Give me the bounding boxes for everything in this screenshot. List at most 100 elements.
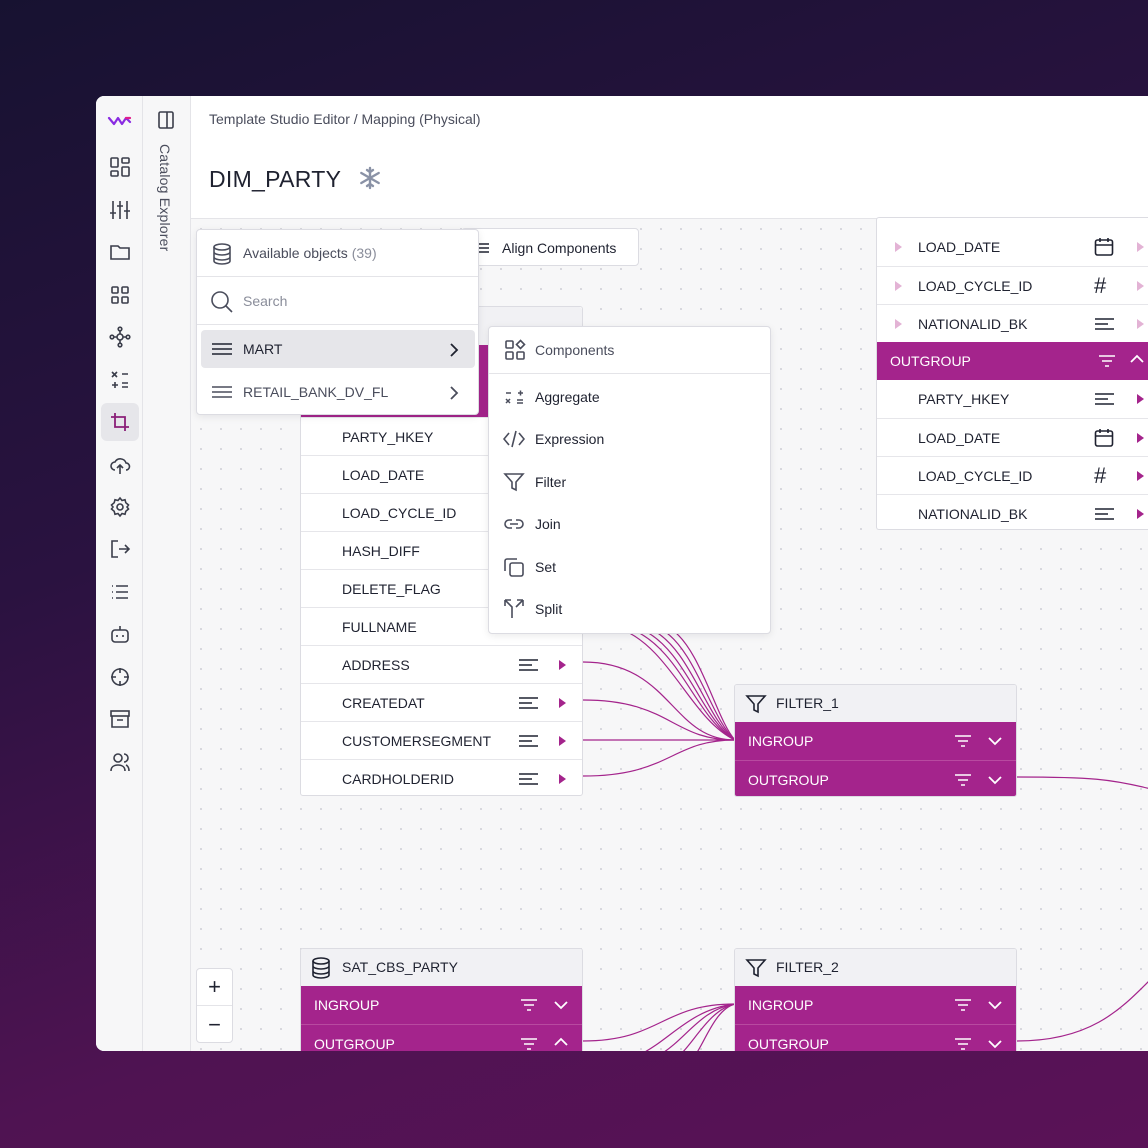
right-table[interactable]: LOAD_DATE LOAD_CYCLE_ID # NATIONALID_BK	[876, 217, 1148, 530]
table-row[interactable]: LOAD_DATE	[301, 455, 582, 493]
align-components-button[interactable]: Align Components	[461, 228, 639, 266]
chevron-right-icon[interactable]	[449, 342, 459, 358]
ingroup-row[interactable]: INGROUP	[301, 986, 582, 1024]
catalog-explorer-label[interactable]: Catalog Explorer	[157, 144, 173, 252]
filter-lines-icon[interactable]	[955, 735, 971, 747]
calculator-icon[interactable]	[101, 361, 139, 399]
table-row[interactable]: CREATEDAT	[301, 683, 582, 721]
available-objects-header[interactable]: Available objects (39)	[197, 230, 478, 277]
folder-icon[interactable]	[101, 233, 139, 271]
table-row[interactable]: PARTY_HKEY	[877, 380, 1148, 418]
users-icon[interactable]	[101, 743, 139, 781]
zoom-in-button[interactable]: +	[197, 969, 232, 1006]
filter-2-node[interactable]: FILTER_2 INGROUP OUTGROUP	[734, 948, 1017, 1051]
port-arrow-icon[interactable]	[559, 774, 566, 784]
filter-lines-icon[interactable]	[955, 999, 971, 1011]
catalog-explorer-strip[interactable]: Catalog Explorer	[143, 96, 191, 1051]
filter-lines-icon[interactable]	[521, 1038, 537, 1050]
table-row[interactable]: CARDHOLDERID	[301, 759, 582, 797]
menu-item-aggregate[interactable]: Aggregate	[489, 376, 770, 418]
settings-icon[interactable]	[101, 488, 139, 526]
chevron-right-icon[interactable]	[449, 385, 459, 401]
sat-table-header[interactable]: SAT_CBS_PARTY	[301, 949, 582, 986]
menu-item-expression[interactable]: Expression	[489, 418, 770, 460]
chevron-down-icon[interactable]	[988, 1039, 1002, 1049]
port-arrow-icon[interactable]	[559, 660, 566, 670]
crop-icon[interactable]	[101, 403, 139, 441]
filter-lines-icon[interactable]	[955, 774, 971, 786]
archive-icon[interactable]	[101, 700, 139, 738]
breadcrumb[interactable]: Template Studio Editor / Mapping (Physic…	[209, 111, 481, 127]
components-menu[interactable]: Components Aggregate Expression Filter J…	[488, 326, 771, 634]
object-item-retail-bank[interactable]: RETAIL_BANK_DV_FL	[201, 373, 475, 411]
snowflake-icon	[358, 166, 382, 196]
object-item-mart[interactable]: MART	[201, 330, 475, 368]
filter-lines-icon[interactable]	[955, 1038, 971, 1050]
chevron-down-icon[interactable]	[988, 775, 1002, 785]
export-icon[interactable]	[101, 530, 139, 568]
filter-2-header[interactable]: FILTER_2	[735, 949, 1016, 986]
port-arrow-icon[interactable]	[1137, 394, 1144, 404]
main-area: Template Studio Editor / Mapping (Physic…	[191, 96, 1148, 1051]
outgroup-row[interactable]: OUTGROUP	[735, 1024, 1016, 1051]
table-row[interactable]: LOAD_DATE	[877, 418, 1148, 456]
outgroup-row[interactable]: OUTGROUP	[877, 342, 1148, 380]
table-row[interactable]: LOAD_CYCLE_ID	[301, 493, 582, 531]
port-arrow-icon[interactable]	[1137, 281, 1144, 291]
table-row[interactable]: FULLNAME	[301, 607, 582, 645]
zoom-out-button[interactable]: −	[208, 1011, 221, 1037]
network-icon[interactable]	[101, 318, 139, 356]
port-arrow-icon[interactable]	[1137, 319, 1144, 329]
port-arrow-icon[interactable]	[1137, 509, 1144, 519]
table-row[interactable]: HASH_DIFF	[301, 531, 582, 569]
filter-1-node[interactable]: FILTER_1 INGROUP OUTGROUP	[734, 684, 1017, 797]
filter-lines-icon[interactable]	[521, 999, 537, 1011]
filter-1-header[interactable]: FILTER_1	[735, 685, 1016, 722]
port-arrow-icon[interactable]	[559, 698, 566, 708]
table-row[interactable]: NATIONALID_BK	[877, 304, 1148, 342]
table-row[interactable]: LOAD_DATE	[877, 228, 1148, 266]
outgroup-row[interactable]: OUTGROUP	[301, 1024, 582, 1051]
menu-item-join[interactable]: Join	[489, 503, 770, 545]
chevron-up-icon[interactable]	[554, 1037, 568, 1047]
table-row[interactable]: LOAD_CYCLE_ID #	[877, 456, 1148, 494]
table-row[interactable]: PARTY_HKEY	[301, 417, 582, 455]
table-row[interactable]: ADDRESS	[301, 645, 582, 683]
search-box[interactable]: Search	[197, 277, 478, 325]
table-row[interactable]: CUSTOMERSEGMENT	[301, 721, 582, 759]
port-arrow-icon[interactable]	[1137, 242, 1144, 252]
robot-icon[interactable]	[101, 615, 139, 653]
grid-icon[interactable]	[101, 276, 139, 314]
target-icon[interactable]	[101, 658, 139, 696]
mapping-canvas[interactable]: Align Components PARTY_HKEY LOAD_DATE LO…	[191, 217, 1148, 1051]
sliders-icon[interactable]	[101, 191, 139, 229]
panel-toggle-icon[interactable]	[157, 110, 175, 135]
cloud-upload-icon[interactable]	[101, 446, 139, 484]
table-row[interactable]: LOAD_CYCLE_ID #	[877, 266, 1148, 304]
chevron-down-icon[interactable]	[988, 1000, 1002, 1010]
expand-arrow-icon[interactable]	[895, 242, 902, 252]
available-objects-panel[interactable]: Available objects (39) Search MART RETAI…	[196, 229, 479, 415]
expand-arrow-icon[interactable]	[895, 281, 902, 291]
brand-logo[interactable]	[101, 102, 139, 140]
list-icon[interactable]	[101, 573, 139, 611]
port-arrow-icon[interactable]	[1137, 433, 1144, 443]
search-input[interactable]: Search	[243, 293, 288, 309]
ingroup-row[interactable]: INGROUP	[735, 722, 1016, 760]
filter-lines-icon[interactable]	[1099, 355, 1115, 367]
chevron-up-icon[interactable]	[1130, 354, 1144, 364]
menu-item-filter[interactable]: Filter	[489, 461, 770, 503]
port-arrow-icon[interactable]	[1137, 471, 1144, 481]
dashboard-icon[interactable]	[101, 148, 139, 186]
expand-arrow-icon[interactable]	[895, 319, 902, 329]
sat-cbs-party-node[interactable]: SAT_CBS_PARTY INGROUP OUTGROUP	[300, 948, 583, 1051]
menu-item-split[interactable]: Split	[489, 588, 770, 630]
table-row[interactable]: DELETE_FLAG	[301, 569, 582, 607]
chevron-down-icon[interactable]	[554, 1000, 568, 1010]
chevron-down-icon[interactable]	[988, 736, 1002, 746]
table-row[interactable]: NATIONALID_BK	[877, 494, 1148, 532]
ingroup-row[interactable]: INGROUP	[735, 986, 1016, 1024]
outgroup-row[interactable]: OUTGROUP	[735, 760, 1016, 796]
port-arrow-icon[interactable]	[559, 736, 566, 746]
menu-item-set[interactable]: Set	[489, 546, 770, 588]
